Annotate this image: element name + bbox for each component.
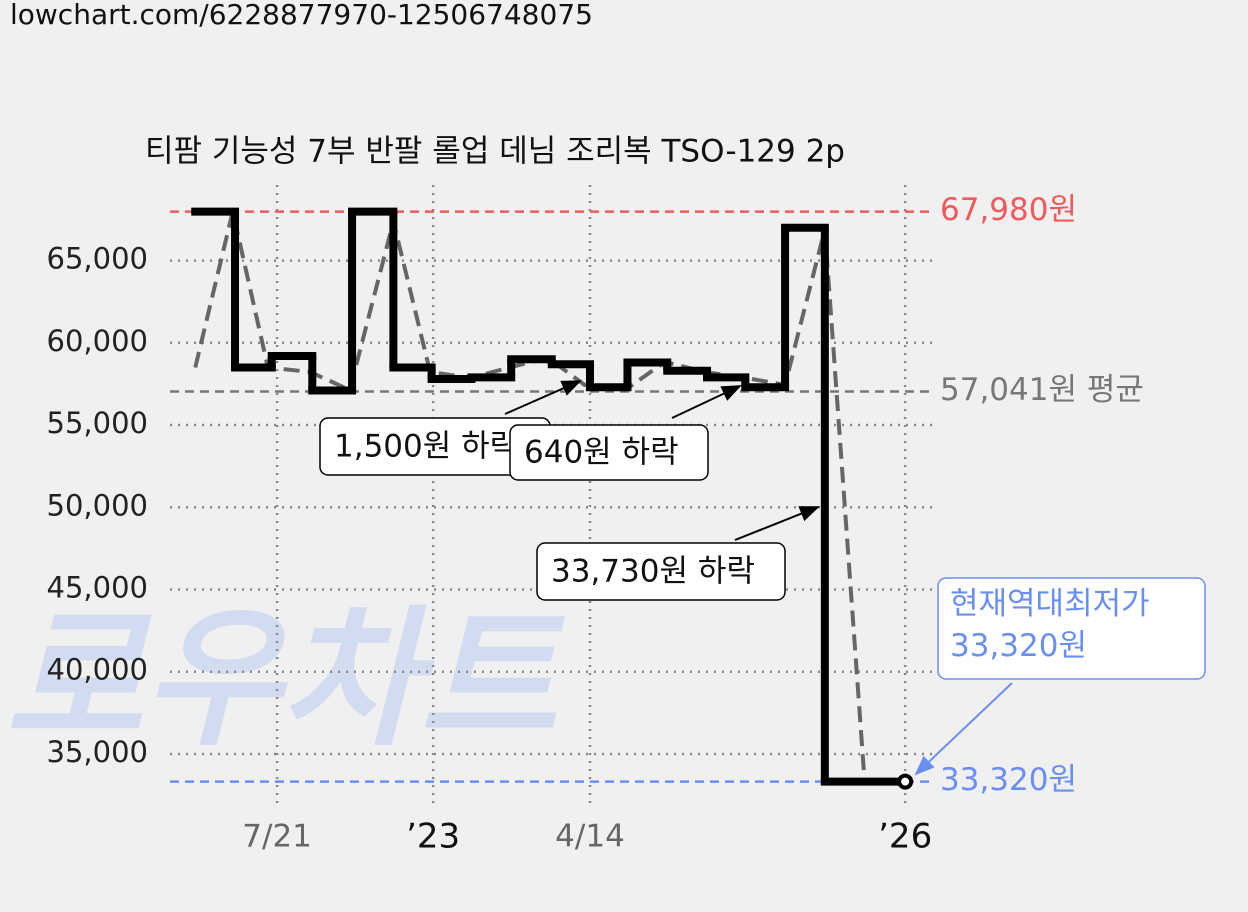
y-tick-label: 45,000 (47, 570, 148, 604)
x-tick-label: 4/14 (555, 819, 625, 855)
annotation-arrow (671, 385, 742, 419)
x-tick-label: ’23 (406, 817, 460, 857)
annotation-arrow (734, 506, 820, 541)
x-tick-label: ’26 (878, 817, 932, 857)
annotation-arrow (504, 380, 582, 415)
last-point (897, 773, 914, 790)
annotation-text: 33,730원 하락 (551, 553, 755, 589)
annotation-arrow (914, 682, 1013, 776)
y-tick-label: 40,000 (47, 653, 148, 687)
y-tick-label: 60,000 (47, 324, 148, 358)
reference-label: 33,320원 (940, 762, 1077, 798)
y-tick-label: 65,000 (47, 242, 148, 276)
chart-title: 티팜 기능성 7부 반팔 롤업 데님 조리복 TSO-129 2p (145, 134, 845, 170)
annotation-text: 현재역대최저가 33,320원 (950, 586, 1150, 664)
y-tick-label: 50,000 (47, 488, 148, 522)
x-tick-label: 7/21 (242, 819, 312, 855)
annotation-box (536, 542, 786, 601)
reference-label: 67,980원 (940, 192, 1077, 228)
reference-label: 57,041원 평균 (940, 372, 1144, 408)
annotation-box (937, 577, 1206, 680)
annotation-box (509, 424, 709, 481)
watermark: 로우차트 (5, 593, 566, 767)
y-tick-label: 55,000 (47, 406, 148, 440)
y-tick-label: 35,000 (47, 735, 148, 769)
annotation-text: 1,500원 하락 (334, 428, 518, 464)
url: lowchart.com/6228877970-12506748075 (10, 0, 593, 31)
annotation-text: 640원 하락 (524, 434, 679, 470)
